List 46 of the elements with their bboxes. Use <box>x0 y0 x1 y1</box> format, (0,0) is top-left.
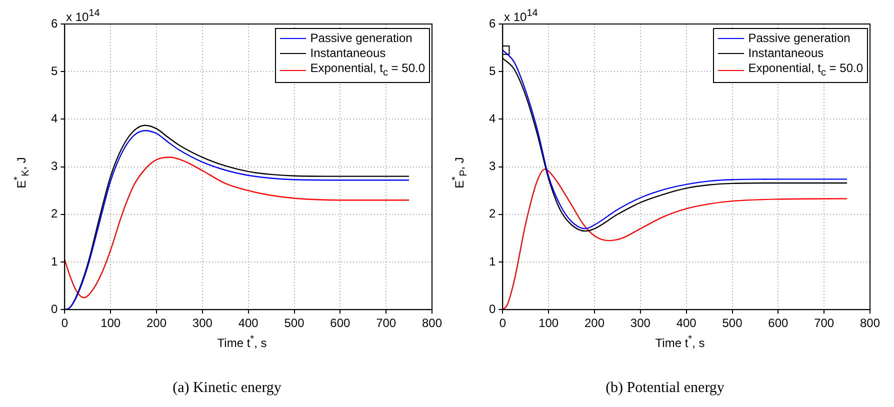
y-tick-label: 0 <box>488 302 496 316</box>
x-tick-label: 600 <box>330 316 350 330</box>
y-tick-label: 1 <box>50 254 58 268</box>
x-axis-title: Time t$^{*}$, s <box>216 334 268 350</box>
legend-label: Instantaneous <box>748 46 824 61</box>
x-tick-label: 200 <box>584 316 605 330</box>
y-tick-label: 4 <box>488 112 496 126</box>
x-tick-label: 800 <box>422 316 442 330</box>
x-tick-label: 600 <box>768 316 788 330</box>
y-tick-label: 1 <box>488 254 496 268</box>
line-series <box>64 156 410 298</box>
y-tick-label: 3 <box>50 159 58 174</box>
x-tick-label: 500 <box>722 316 743 330</box>
text: (b) Potential energy <box>604 380 726 397</box>
x-tick-label: 100 <box>538 316 559 330</box>
y-tick-label: 6 <box>50 16 58 30</box>
legend-label: Exponential, t$_{c}$ = 50.0 <box>748 61 863 80</box>
x-tick-label: 500 <box>284 316 305 330</box>
text: (a) Kinetic energy <box>172 380 282 397</box>
x-tick-label: 300 <box>192 316 213 330</box>
annotation: x 10$^{14}$ <box>66 8 100 24</box>
x-tick-label: 700 <box>814 316 834 330</box>
x-tick-label: 0 <box>61 316 68 330</box>
x-tick-label: 300 <box>630 316 651 330</box>
y-tick-label: 3 <box>488 159 496 174</box>
x-tick-label: 0 <box>499 316 506 330</box>
y-tick-label: 2 <box>50 206 58 221</box>
annotation: x 10$^{14}$ <box>504 8 538 24</box>
x-tick-label: 100 <box>100 316 121 330</box>
y-tick-label: 6 <box>488 16 496 30</box>
legend-label: Passive generation <box>748 31 850 46</box>
x-tick-label: 400 <box>238 316 259 330</box>
line-series <box>502 168 848 310</box>
x-tick-label: 800 <box>860 316 880 330</box>
y-tick-label: 5 <box>50 64 58 78</box>
y-tick-label: 4 <box>50 112 58 126</box>
y-tick-label: 5 <box>488 64 496 78</box>
x-tick-label: 400 <box>676 316 697 330</box>
y-tick-label: 2 <box>488 206 496 221</box>
legend-label: Exponential, t$_{c}$ = 50.0 <box>310 61 425 80</box>
x-tick-label: 700 <box>376 316 396 330</box>
y-tick-label: 0 <box>50 302 58 316</box>
x-tick-label: 200 <box>146 316 167 330</box>
x-axis-title: Time t$^{*}$, s <box>654 334 706 350</box>
legend-label: Passive generation <box>310 31 412 46</box>
legend-label: Instantaneous <box>310 46 386 61</box>
